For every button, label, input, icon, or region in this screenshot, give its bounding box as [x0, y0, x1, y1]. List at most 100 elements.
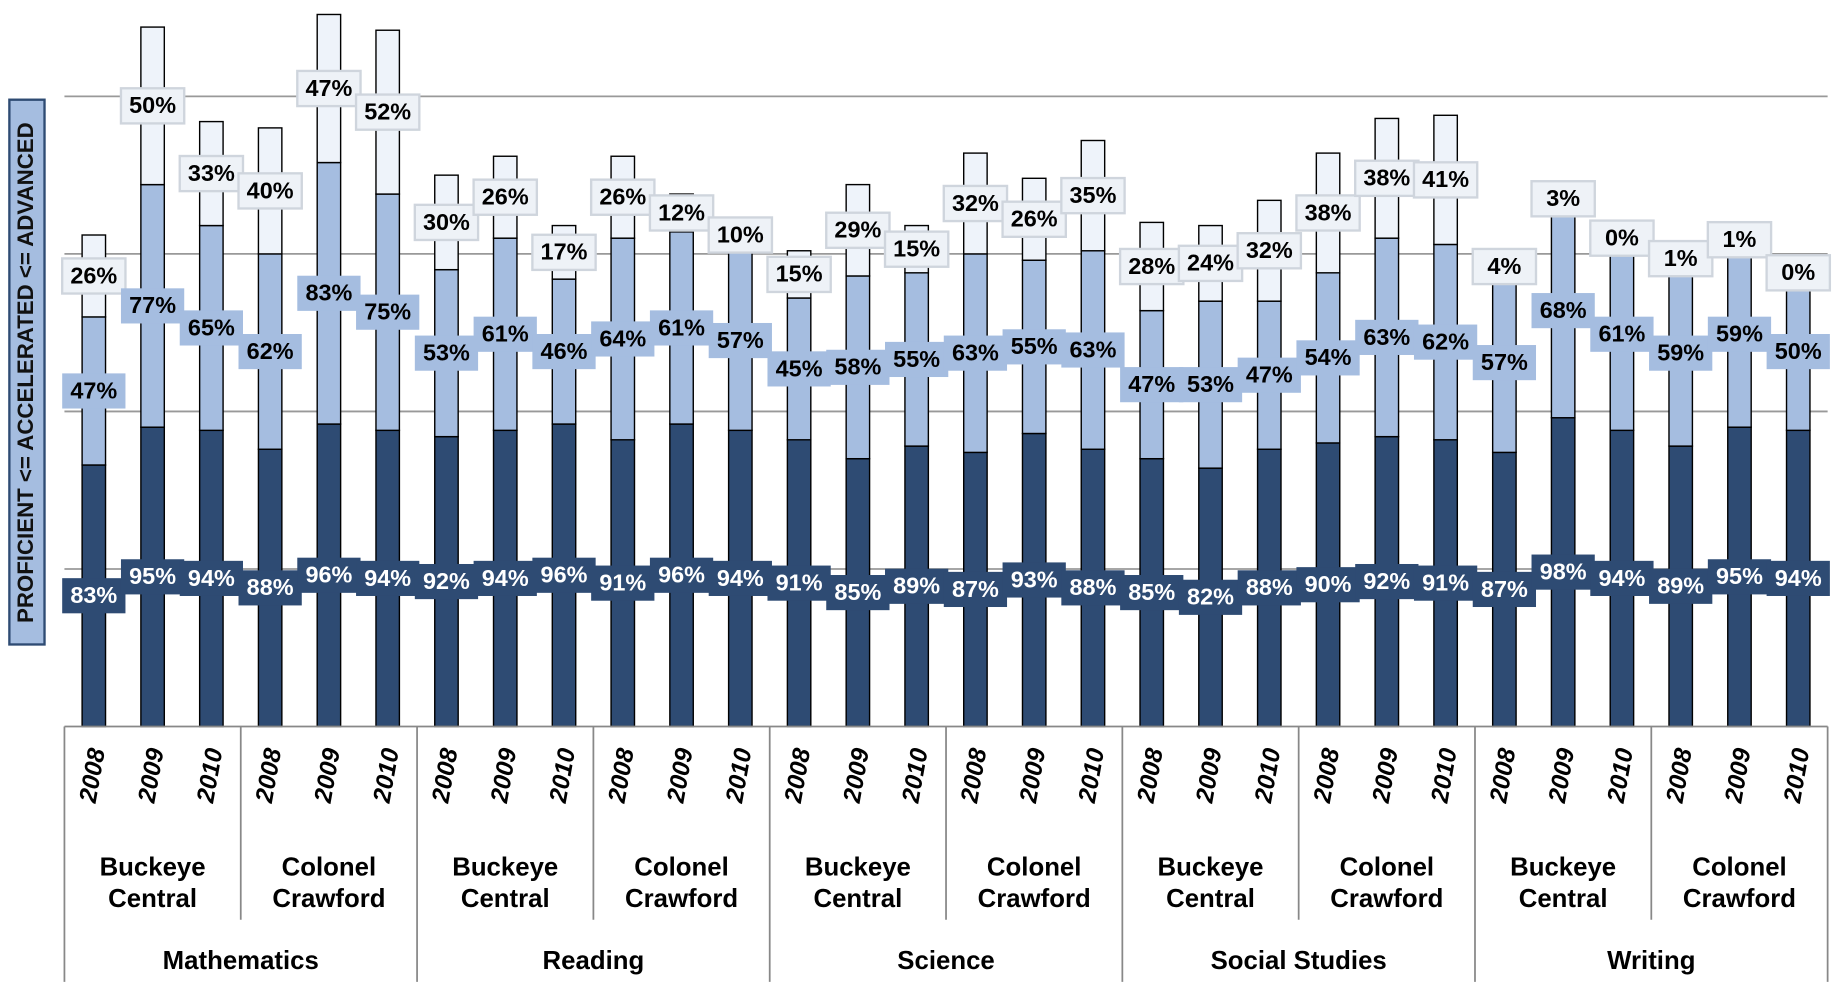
- value-label: 85%: [1128, 579, 1175, 605]
- value-label: 96%: [658, 562, 705, 588]
- value-label-box: [238, 570, 302, 606]
- value-label: 53%: [423, 340, 470, 366]
- value-label-box: [1707, 559, 1772, 595]
- value-label-box: [885, 341, 949, 378]
- value-label-box: [1178, 367, 1243, 403]
- value-label: 3%: [1546, 185, 1580, 211]
- value-label-box: [62, 578, 126, 614]
- x-tick-label: 2009: [310, 746, 346, 806]
- school-label: Buckeye Central: [1510, 851, 1617, 913]
- value-label: 65%: [188, 314, 235, 340]
- value-label-box: [1472, 571, 1537, 608]
- value-label-box: [61, 257, 127, 295]
- value-label-box: [1002, 562, 1066, 598]
- value-label-box: [767, 565, 831, 601]
- value-label-box: [120, 559, 185, 595]
- x-tick-label: 2008: [780, 746, 816, 806]
- value-label: 87%: [952, 576, 999, 602]
- value-label: 29%: [834, 217, 881, 243]
- value-label-box: [1707, 316, 1772, 352]
- value-label: 61%: [482, 321, 529, 347]
- value-label: 45%: [776, 355, 823, 381]
- value-label-box: [532, 557, 596, 593]
- value-label-box: [413, 203, 480, 242]
- school-label-box: Colonel Crawford: [272, 852, 385, 913]
- value-label-box: [1237, 357, 1301, 393]
- value-label-box: [179, 310, 244, 346]
- value-label: 87%: [1481, 576, 1528, 602]
- value-label-box: [943, 571, 1008, 608]
- value-label: 85%: [834, 579, 881, 605]
- value-label: 26%: [1011, 206, 1058, 232]
- value-label-box: [943, 335, 1008, 371]
- value-label: 90%: [1305, 571, 1352, 597]
- value-label: 0%: [1781, 259, 1815, 285]
- labels: 83% 47% 26% 95% 77% 50% 94% 65% 33% 88% 62% 40% 96% 8…: [61, 69, 1832, 615]
- value-label: 94%: [482, 565, 529, 591]
- value-label-box: [1766, 560, 1830, 596]
- x-tick-label: 2010: [545, 746, 581, 806]
- x-tick-label: 2008: [427, 746, 463, 806]
- value-label-box: [591, 565, 655, 601]
- value-label-box: [1002, 329, 1066, 365]
- value-label: 1%: [1723, 226, 1757, 252]
- value-label: 94%: [717, 565, 764, 591]
- value-label-box: [767, 351, 831, 387]
- value-label-box: [1412, 161, 1479, 199]
- value-label-box: [649, 310, 714, 346]
- value-label-box: [179, 560, 244, 596]
- value-label-box: [1531, 293, 1595, 329]
- value-label: 89%: [893, 573, 940, 599]
- school-label-box: Colonel Crawford: [978, 852, 1091, 913]
- value-label-box: [1178, 579, 1243, 615]
- value-label: 30%: [423, 209, 470, 235]
- value-label-box: [414, 563, 479, 600]
- value-label: 82%: [1187, 584, 1234, 610]
- value-label-box: [1355, 563, 1419, 600]
- value-label: 63%: [1363, 324, 1410, 350]
- value-label-box: [1706, 220, 1773, 259]
- value-label-box: [238, 334, 302, 370]
- value-label: 92%: [1363, 568, 1410, 594]
- value-label-box: [62, 373, 126, 409]
- x-tick-label: 2010: [721, 746, 757, 806]
- value-label-box: [297, 557, 361, 593]
- value-label: 24%: [1187, 250, 1234, 276]
- value-label: 61%: [658, 314, 705, 340]
- value-label-box: [1589, 219, 1655, 257]
- school-label-box: Buckeye Central: [452, 852, 558, 913]
- value-label-box: [1177, 244, 1244, 283]
- x-tick-label: 2008: [604, 746, 640, 806]
- x-tick-label: 2008: [1661, 746, 1697, 806]
- value-label-box: [1649, 335, 1713, 371]
- value-label-box: [1590, 560, 1654, 596]
- value-label-box: [414, 335, 479, 371]
- value-label-box: [1296, 340, 1360, 376]
- value-label-box: [531, 233, 597, 272]
- value-label-box: [1061, 570, 1125, 606]
- value-label-box: [1765, 254, 1832, 292]
- value-label-box: [119, 87, 186, 125]
- value-label-box: [1120, 575, 1184, 611]
- school-label-box: Colonel Crawford: [625, 852, 738, 913]
- value-label-box: [648, 194, 715, 232]
- subject-label: Science: [897, 945, 995, 975]
- x-tick-label: 2010: [1603, 746, 1639, 806]
- value-label-box: [1531, 554, 1595, 590]
- school-label-box: Colonel Crawford: [1683, 852, 1796, 913]
- subject-label: Reading: [542, 945, 645, 975]
- value-label-box: [1061, 332, 1125, 368]
- value-label: 64%: [599, 325, 646, 351]
- value-label-box: [120, 288, 185, 324]
- value-label-box: [942, 184, 1009, 223]
- subject-label-box: Science: [897, 945, 995, 975]
- value-label-box: [237, 172, 303, 210]
- x-tick-label: 2008: [956, 746, 992, 806]
- value-label: 61%: [1598, 321, 1645, 347]
- value-label: 63%: [952, 340, 999, 366]
- value-label-box: [1001, 200, 1067, 239]
- value-label: 91%: [599, 569, 646, 595]
- value-label: 32%: [1246, 237, 1293, 263]
- value-label-box: [1471, 247, 1538, 286]
- subject-label-box: Mathematics: [163, 946, 319, 975]
